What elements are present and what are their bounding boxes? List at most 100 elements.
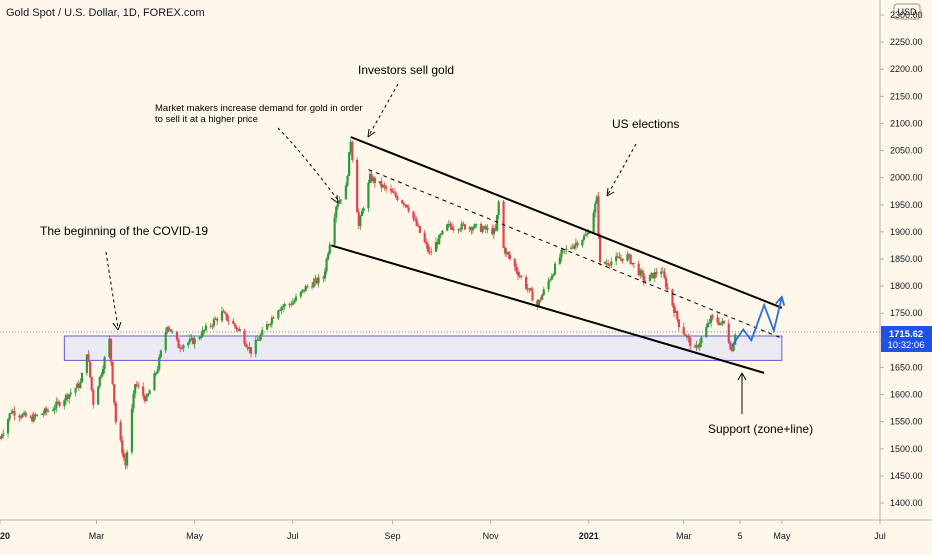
candle	[45, 406, 48, 416]
candle-body	[413, 218, 417, 220]
candle	[426, 241, 430, 255]
candle	[693, 343, 697, 348]
candle	[404, 204, 407, 209]
candle-body	[492, 228, 495, 235]
candle	[182, 344, 185, 352]
candle	[137, 381, 140, 389]
candle-body	[362, 208, 365, 212]
candle-body	[652, 273, 655, 279]
annotation-covid: The beginning of the COVID-19	[40, 224, 208, 238]
candle	[344, 182, 347, 200]
candle	[367, 179, 370, 213]
candle-body	[79, 382, 82, 388]
candle-body	[574, 242, 578, 246]
candle-body	[153, 373, 156, 391]
candle-body	[504, 247, 507, 254]
candle-body	[280, 307, 283, 311]
candle	[513, 258, 516, 271]
candle-body	[58, 401, 61, 406]
candle-body	[581, 240, 584, 246]
candle-body	[629, 254, 632, 264]
candle	[135, 380, 138, 388]
candle	[520, 274, 523, 280]
candle-body	[6, 419, 10, 434]
candle	[381, 183, 384, 189]
price-tag-value: 1715.62	[889, 329, 923, 340]
candle	[552, 273, 555, 278]
candle	[642, 270, 645, 286]
candle	[491, 224, 494, 236]
candle	[372, 176, 375, 184]
candle	[549, 278, 552, 283]
candle-body	[722, 320, 726, 324]
candle	[283, 302, 286, 310]
candle-body	[616, 256, 619, 258]
candle	[563, 248, 566, 255]
candle	[417, 223, 420, 228]
candle	[730, 344, 734, 353]
candle-body	[479, 223, 483, 232]
candle	[293, 298, 296, 304]
candle-body	[563, 249, 566, 251]
candle	[158, 354, 161, 372]
candle	[524, 274, 528, 291]
candle-body	[584, 234, 587, 236]
candle-body	[655, 272, 658, 275]
trendline-channel-bottom	[331, 244, 765, 374]
currency-badge[interactable]	[893, 3, 921, 20]
candle	[10, 409, 13, 415]
candle-body	[558, 257, 561, 264]
candle-body	[682, 327, 685, 335]
candle-body	[214, 318, 217, 320]
candle	[216, 316, 219, 326]
candle-body	[145, 396, 148, 402]
candle	[175, 331, 179, 342]
candle-body	[348, 152, 351, 176]
candle	[261, 327, 264, 336]
trendline-channel-top	[350, 136, 783, 309]
price-axis: 2300.00 2250.00 2200.00 2150.00 2100.00 2050.…	[880, 10, 923, 508]
candle	[35, 414, 39, 417]
candle-body	[272, 317, 275, 319]
candle	[74, 387, 77, 397]
price-axis-tick-label: 1450.00	[890, 471, 923, 481]
candle	[639, 268, 642, 279]
candle	[732, 343, 735, 352]
candle	[0, 435, 2, 439]
candle-body	[486, 228, 489, 230]
candle-body	[389, 188, 393, 191]
candle	[159, 349, 162, 359]
candle-body	[158, 357, 161, 370]
candle-body	[631, 262, 634, 264]
candle	[325, 257, 328, 275]
candle	[280, 305, 283, 315]
candle-body	[290, 303, 293, 305]
candle-body	[542, 289, 545, 295]
candle-body	[85, 354, 88, 374]
candle	[211, 323, 214, 330]
candle-body	[677, 319, 681, 328]
candle	[468, 225, 471, 233]
candle	[434, 237, 438, 252]
candle	[481, 225, 484, 235]
candle-body	[66, 394, 69, 399]
candle-body	[302, 289, 306, 292]
candle	[362, 206, 365, 214]
candle	[290, 300, 293, 307]
candle-body	[516, 271, 520, 276]
candle	[338, 196, 341, 205]
candle	[301, 289, 304, 294]
candle-body	[515, 266, 518, 272]
candle-body	[732, 344, 735, 352]
candle-body	[63, 400, 66, 406]
candle-body	[507, 251, 510, 255]
candle-body	[619, 258, 623, 260]
candle	[615, 252, 618, 266]
candle	[58, 400, 61, 408]
candle	[449, 221, 452, 230]
candle-body	[356, 159, 359, 213]
candle	[459, 227, 462, 233]
candle-body	[418, 226, 421, 233]
candle-body	[351, 141, 354, 160]
